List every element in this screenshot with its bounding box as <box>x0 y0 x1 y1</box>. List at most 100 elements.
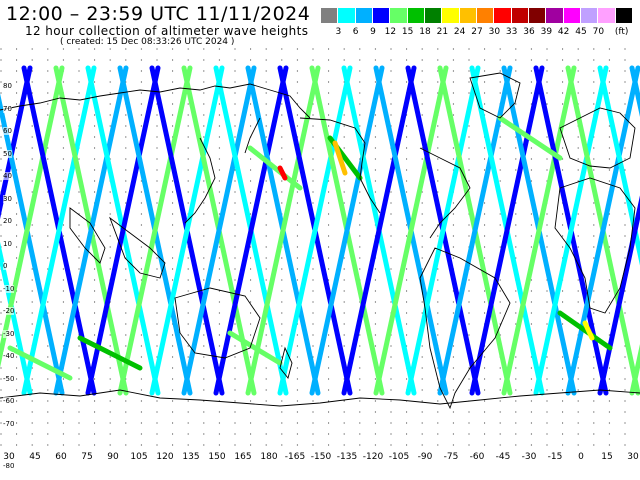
latitude-label: 60 <box>3 127 12 135</box>
coastline-australia <box>174 287 261 359</box>
altimeter-track-hi-1 <box>332 140 348 176</box>
altimeter-track-27 <box>373 65 449 396</box>
latitude-label: -10 <box>3 284 15 293</box>
legend-label: 21 <box>436 27 449 37</box>
longitude-label: -90 <box>417 452 433 462</box>
corner-label: -80 <box>3 462 15 470</box>
latitude-label: -60 <box>3 397 15 405</box>
legend-label: 42 <box>557 27 570 37</box>
legend-swatch-16 <box>598 8 616 23</box>
longitude-label: 75 <box>81 452 93 462</box>
coastline-greenland <box>469 72 521 119</box>
legend-swatch-1 <box>338 8 356 23</box>
altimeter-track-patch-1 <box>77 335 143 371</box>
subtitle: 12 hour collection of altimeter wave hei… <box>25 24 309 38</box>
longitude-label: 120 <box>156 452 174 462</box>
altimeter-track-13 <box>149 65 225 396</box>
altimeter-track-21 <box>277 65 353 396</box>
legend-swatch-6 <box>424 8 443 23</box>
coastline-india <box>69 207 106 264</box>
latitude-label: -20 <box>3 307 15 315</box>
longitude-label: -30 <box>521 452 537 462</box>
longitude-label: 105 <box>130 452 148 462</box>
coastline-south-america <box>419 247 511 410</box>
coastline-asia-east <box>184 137 216 224</box>
legend-swatch-13 <box>546 8 564 23</box>
coastlines <box>0 72 640 410</box>
altimeter-track-patch-4 <box>247 145 303 191</box>
latitude-label: -40 <box>3 352 15 360</box>
altimeter-track-25 <box>341 65 417 396</box>
altimeter-track-11 <box>117 65 193 396</box>
altimeter-track-23 <box>309 65 385 396</box>
coastline-kamchatka <box>244 117 261 154</box>
altimeter-track-37 <box>533 65 609 396</box>
coastline-new-zealand <box>279 346 293 379</box>
altimeter-track-7 <box>53 65 129 396</box>
legend-swatch-2 <box>355 8 373 23</box>
coastline-africa <box>554 177 636 314</box>
coastline-eurasia-north <box>0 83 311 119</box>
legend-label: 18 <box>419 27 431 37</box>
altimeter-track-17 <box>213 65 289 396</box>
legend-swatch-5 <box>407 8 425 23</box>
longitude-label: 45 <box>29 452 41 462</box>
legend-swatch-17 <box>615 8 633 23</box>
altimeter-track-hi-3 <box>582 320 595 341</box>
longitude-label: -150 <box>310 452 332 462</box>
latitude-label: -30 <box>3 329 15 338</box>
altimeter-track-patch-3 <box>557 310 613 351</box>
longitude-label: 60 <box>55 452 67 462</box>
altimeter-track-9 <box>85 65 161 396</box>
longitude-label: 15 <box>601 452 613 462</box>
longitude-label: 0 <box>578 452 584 462</box>
altimeter-track-33 <box>469 65 545 396</box>
legend-swatch-7 <box>442 8 460 23</box>
legend-label: 45 <box>575 27 587 37</box>
legend-label: 36 <box>523 27 535 37</box>
coastline-southeast-asia <box>109 216 166 279</box>
legend-swatch-8 <box>459 8 477 23</box>
latitude-label: 0 <box>3 262 8 270</box>
legend-swatch-3 <box>372 8 391 23</box>
longitude-label: -75 <box>443 452 459 462</box>
legend-label: 30 <box>488 27 501 37</box>
longitude-label: 30 <box>3 452 15 462</box>
legend-label: 70 <box>592 27 605 37</box>
altimeter-track-31 <box>437 65 513 396</box>
longitude-label: -105 <box>388 452 410 462</box>
legend-label: 9 <box>370 27 376 37</box>
altimeter-track-1 <box>0 65 33 220</box>
legend-swatch-0 <box>321 8 339 23</box>
legend-label: 24 <box>453 27 466 37</box>
coastline-europe <box>559 107 636 169</box>
legend-swatch-10 <box>494 8 512 23</box>
legend-swatch-14 <box>563 8 581 23</box>
latitude-label: 70 <box>3 104 12 113</box>
wave-height-map <box>0 48 640 452</box>
coastline-alaska <box>299 117 381 214</box>
altimeter-track-29 <box>405 65 481 396</box>
altimeter-track-41 <box>597 195 640 396</box>
latitude-label: -50 <box>3 374 15 383</box>
legend-swatch-11 <box>511 8 529 23</box>
longitude-label: -45 <box>495 452 511 462</box>
altimeter-track-39 <box>565 65 640 396</box>
color-legend <box>321 8 633 24</box>
coastline-north-america-east <box>419 147 471 239</box>
latitude-label: 40 <box>3 172 12 180</box>
altimeter-track-patch-6 <box>497 115 563 161</box>
legend-label: 6 <box>352 27 359 37</box>
altimeter-track-patch-0 <box>7 345 73 381</box>
legend-label: (ft) <box>614 27 629 37</box>
longitude-label: -135 <box>336 452 358 462</box>
created-timestamp: ( created: 15 Dec 08:33:26 UTC 2024 ) <box>60 37 235 47</box>
latitude-label: 30 <box>3 194 12 203</box>
altimeter-track-5 <box>21 65 97 396</box>
latitude-label: 10 <box>3 239 12 248</box>
altimeter-track-3 <box>0 65 65 368</box>
legend-label: 27 <box>471 27 483 37</box>
latitude-label: -70 <box>3 419 15 428</box>
legend-swatch-9 <box>476 8 495 23</box>
legend-swatch-15 <box>580 8 599 23</box>
